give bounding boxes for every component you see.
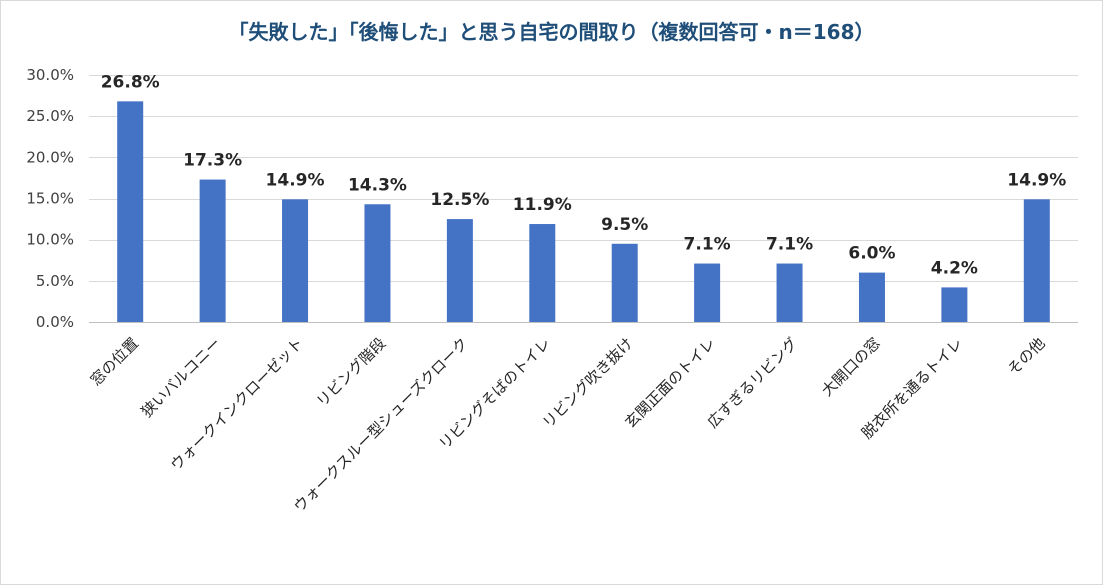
y-tick-label: 10.0%	[26, 231, 74, 249]
chart-title: 「失敗した」「後悔した」と思う自宅の間取り（複数回答可・n＝168）	[228, 20, 875, 44]
bar	[446, 219, 473, 322]
data-label: 14.3%	[348, 175, 407, 195]
data-label: 6.0%	[848, 244, 895, 264]
bar	[941, 287, 968, 322]
bar	[1023, 199, 1050, 322]
x-tick-label: 窓の位置	[87, 334, 142, 389]
bar	[776, 263, 803, 322]
data-label: 14.9%	[1007, 170, 1066, 190]
bar	[529, 224, 556, 322]
x-tick-label: 広すぎるリビング	[704, 334, 802, 432]
bar	[611, 243, 638, 322]
bar	[694, 263, 721, 322]
y-tick-label: 30.0%	[26, 66, 74, 84]
gridlines	[89, 75, 1078, 323]
y-tick-label: 15.0%	[26, 190, 74, 208]
data-label: 7.1%	[766, 235, 813, 255]
bars	[117, 101, 1050, 322]
y-tick-label: 25.0%	[26, 107, 74, 125]
bar	[858, 272, 885, 322]
y-tick-label: 0.0%	[36, 313, 74, 331]
data-label: 26.8%	[101, 72, 160, 92]
x-tick-label: 狭いバルコニー	[138, 334, 225, 421]
x-tick-label: 大開口の窓	[818, 334, 884, 400]
data-label: 4.2%	[931, 258, 978, 278]
y-axis-ticks: 0.0% 5.0% 10.0% 15.0% 20.0% 25.0% 30.0%	[26, 66, 74, 331]
bar	[364, 204, 391, 322]
x-tick-label: その他	[1004, 334, 1049, 379]
data-label: 14.9%	[266, 170, 325, 190]
data-label: 12.5%	[430, 190, 489, 210]
data-labels: 26.8% 17.3% 14.9% 14.3% 12.5% 11.9% 9.5% 7.1% 7.…	[101, 72, 1067, 278]
data-label: 11.9%	[513, 195, 572, 215]
x-tick-label: ウォークスルー型シューズクローク	[290, 334, 472, 516]
data-label: 7.1%	[684, 235, 731, 255]
x-tick-label: リビング階段	[313, 334, 389, 410]
data-label: 9.5%	[601, 215, 648, 235]
bar	[117, 101, 144, 322]
y-tick-label: 20.0%	[26, 148, 74, 166]
bar	[199, 179, 226, 322]
data-label: 17.3%	[183, 151, 242, 171]
bar	[282, 199, 309, 322]
y-tick-label: 5.0%	[36, 272, 74, 290]
x-tick-label: ウォークインクローゼット	[167, 334, 307, 474]
